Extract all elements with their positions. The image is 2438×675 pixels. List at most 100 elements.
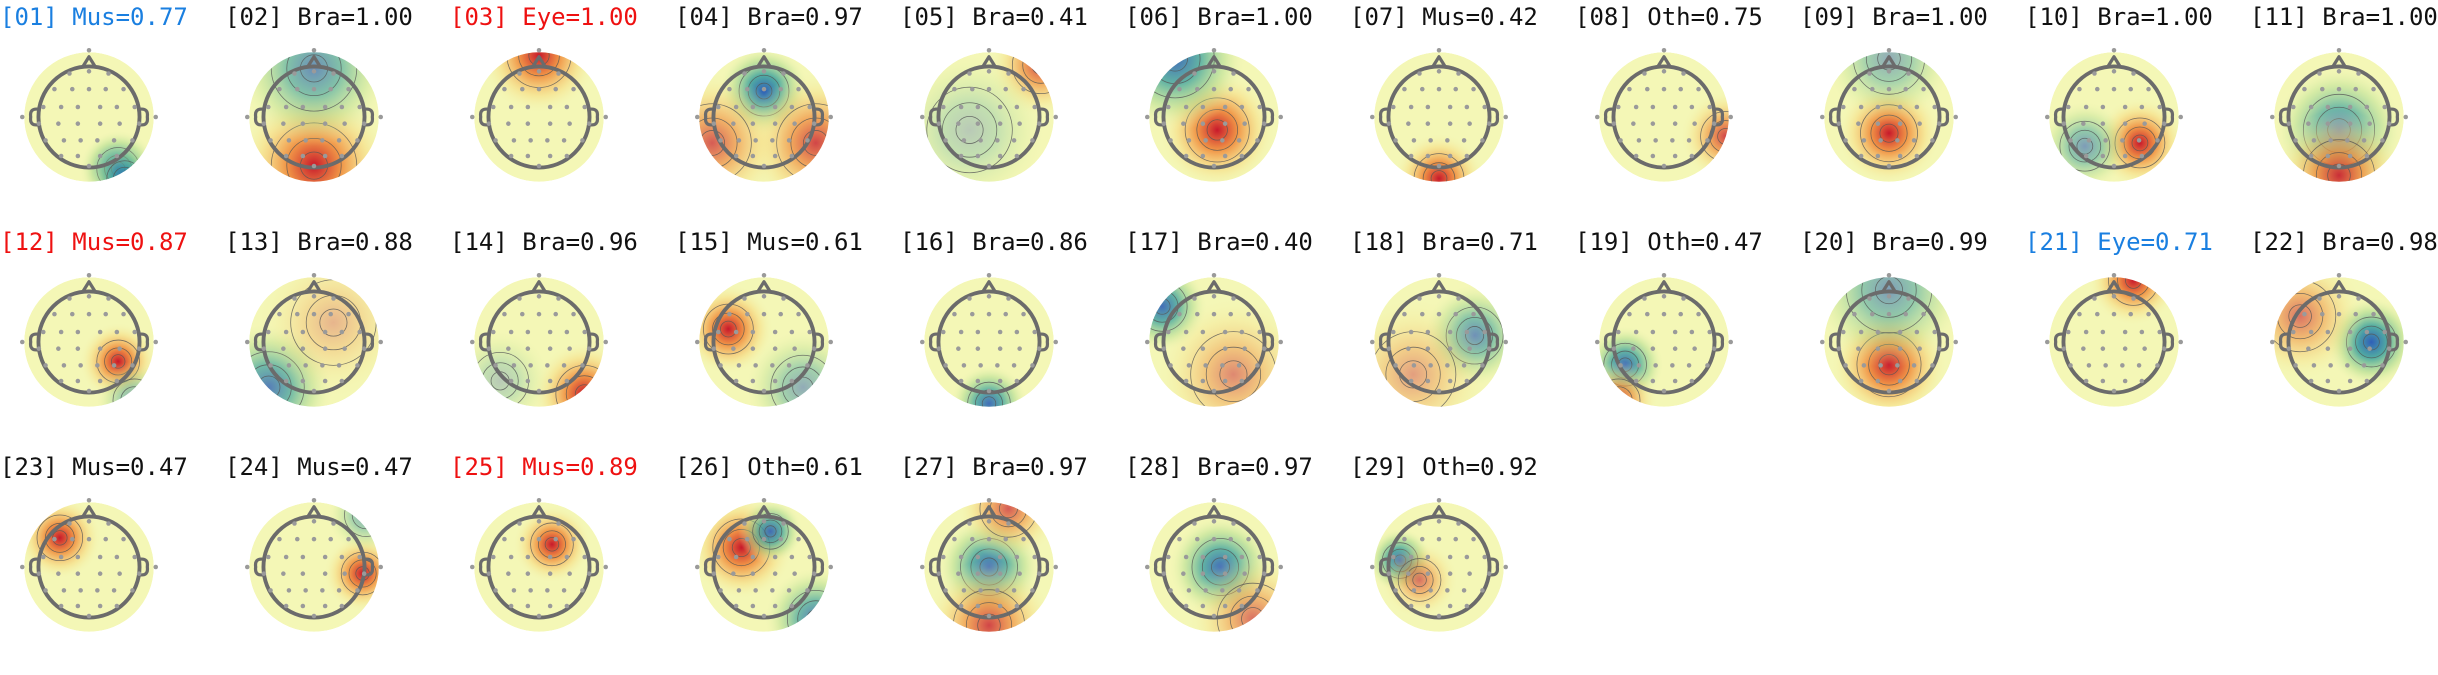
electrode-dot (958, 104, 964, 110)
electrode-dot (2364, 104, 2370, 110)
electrode-dot (342, 346, 347, 351)
electrode-dot (528, 363, 533, 368)
electrode-dot (941, 329, 946, 335)
electrode-dot (2122, 378, 2128, 384)
electrode-dot (1006, 296, 1011, 301)
ear-mark (814, 107, 825, 127)
electrode-dot (1222, 603, 1228, 609)
electrode-dot (789, 329, 795, 335)
activation-blob (2274, 277, 2365, 381)
ear-mark (1378, 332, 1389, 352)
electrode-dot (1183, 603, 1189, 609)
electrode-dot (978, 138, 983, 143)
electrode-dot (1200, 329, 1206, 335)
electrode-dot (1257, 554, 1262, 560)
component-class-score: Oth=0.47 (1647, 228, 1763, 256)
electrode-dot (75, 104, 81, 110)
electrode-dot (1192, 71, 1197, 76)
electrode-dot (1486, 346, 1492, 351)
electrode-dot (361, 121, 367, 126)
electrode-dot (277, 86, 282, 92)
electrode-dot (1014, 603, 1020, 609)
component-id: [01] (0, 3, 58, 31)
electrode-dot (1661, 388, 1667, 394)
electrode-dot (2142, 346, 2147, 351)
ear-mark (253, 107, 264, 127)
contour-line (530, 522, 574, 567)
electrode-dot (491, 329, 496, 335)
electrode-dot (1014, 554, 1020, 560)
electrode-dot (967, 71, 972, 76)
electrode-dot (2061, 346, 2067, 351)
electrode-dot (2100, 104, 2106, 110)
electrode-dot (136, 121, 142, 126)
electrode-dot (58, 153, 64, 159)
electrode-dot (1014, 104, 1020, 110)
electrode-dot (111, 588, 117, 593)
electrode-dot (986, 69, 992, 74)
electrode-dot (121, 86, 126, 92)
component-cell: [14] Bra=0.96 (450, 225, 675, 450)
electrode-dot (2403, 114, 2409, 120)
nose-mark (1656, 55, 1672, 68)
electrode-dot (111, 363, 117, 368)
electrode-dot (745, 311, 750, 317)
electrode-dot (1211, 272, 1217, 278)
electrode-dot (114, 329, 120, 335)
electrode-dot (731, 346, 736, 351)
electrode-dot (1482, 554, 1487, 560)
electrode-dot (1183, 554, 1189, 560)
electrode-dot (2306, 346, 2311, 351)
nose-mark (306, 55, 322, 68)
electrode-dot (261, 571, 267, 576)
electrode-dot (286, 363, 292, 368)
component-class-score: Oth=0.75 (1647, 3, 1763, 31)
electrode-dot (761, 388, 767, 394)
electrode-dot (2092, 296, 2097, 301)
electrode-dot (1211, 613, 1217, 619)
contour-line (786, 589, 829, 632)
electrode-dot (2100, 329, 2106, 335)
electrode-dot (1014, 153, 1020, 159)
nose-mark (531, 55, 547, 68)
electrode-dot (486, 121, 492, 126)
component-cell: [13] Bra=0.88 (225, 225, 450, 450)
electrode-dot (536, 311, 542, 317)
component-id: [15] (675, 228, 733, 256)
electrode-dot (1391, 554, 1396, 560)
contour-line (955, 115, 984, 144)
electrode-dot (1017, 346, 1022, 351)
electrode-dot (967, 296, 972, 301)
ear-mark (2278, 332, 2289, 352)
electrode-dot (339, 603, 345, 609)
component-class-score: Mus=0.89 (522, 453, 638, 481)
electrode-dot (807, 554, 812, 560)
electrode-dot (2380, 363, 2385, 368)
electrode-dot (95, 138, 100, 143)
electrode-dot (547, 329, 553, 335)
electrode-dot (1021, 86, 1026, 92)
component-label: [03] Eye=1.00 (450, 0, 638, 34)
electrode-dot (2336, 272, 2342, 278)
electrode-dot (567, 571, 572, 576)
electrode-dot (1211, 294, 1217, 299)
electrode-dot (1856, 121, 1861, 126)
ear-mark (1939, 107, 1950, 127)
electrode-dot (1003, 536, 1008, 542)
contour-line (699, 103, 752, 182)
electrode-dot (1222, 378, 1228, 384)
electrode-dot (547, 346, 553, 351)
electrode-dot (1692, 346, 1697, 351)
electrode-dot (941, 104, 946, 110)
electrode-dot (355, 138, 360, 143)
component-label: [29] Oth=0.92 (1350, 450, 1538, 484)
electrode-dot (336, 363, 342, 368)
electrode-dot (536, 536, 542, 542)
electrode-dot (564, 153, 570, 159)
electrode-dot (311, 519, 317, 524)
electrode-dot (772, 121, 778, 126)
topomap (244, 497, 384, 632)
electrode-dot (1053, 339, 1059, 345)
electrode-dot (1222, 329, 1228, 335)
electrode-dot (586, 346, 592, 351)
